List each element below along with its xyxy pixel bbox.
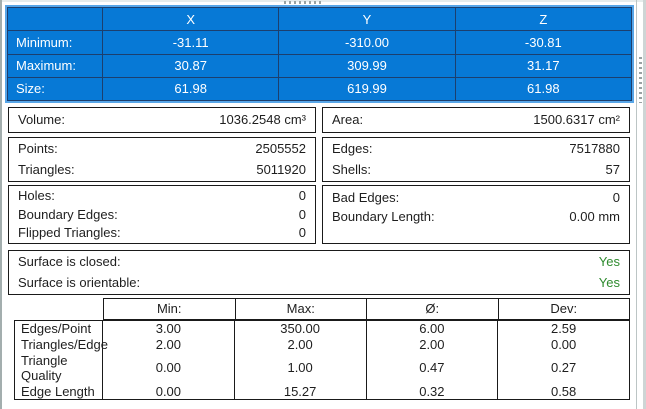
stats-edge-length-avg: 0.32 [365, 383, 499, 400]
stats-edges-point-dev: 2.59 [497, 320, 630, 337]
triangles-label: Triangles: [18, 161, 75, 177]
surface-flags-box: Surface is closed: Yes Surface is orient… [8, 250, 630, 295]
stats-edges-point-max: 350.00 [233, 320, 367, 337]
bbox-row-size: Size: 61.98 619.99 61.98 [7, 76, 633, 102]
surface-closed-value: Yes [598, 254, 620, 270]
stats-header-average: Ø: [366, 298, 499, 320]
edges-value: 7517880 [569, 141, 620, 157]
volume-label: Volume: [18, 112, 65, 127]
bbox-col-header-x: X [101, 6, 280, 32]
stats-triangles-edge-max: 2.00 [233, 336, 367, 353]
stats-edge-length-min: 0.00 [102, 383, 235, 400]
points-triangles-box: Points: 2505552 Triangles: 5011920 [8, 137, 316, 182]
panel-border-right-outer [643, 0, 646, 409]
area-label: Area: [332, 112, 364, 127]
bbox-corner-cell [7, 6, 103, 32]
edges-shells-box: Edges: 7517880 Shells: 57 [322, 137, 630, 182]
stats-edges-point-avg: 6.00 [365, 320, 499, 337]
bbox-row-minimum: Minimum: -31.11 -310.00 -30.81 [7, 30, 633, 55]
defects-left-box: Holes: 0 Boundary Edges: 0 Flipped Trian… [8, 185, 316, 244]
stats-row-label: Triangle Quality [14, 352, 103, 384]
bbox-minimum-y: -310.00 [278, 30, 456, 55]
defects-right-box: Bad Edges: 0 Boundary Length: 0.00 mm [322, 185, 630, 244]
stats-triangles-edge-dev: 0.00 [497, 336, 630, 353]
surface-orientable-label: Surface is orientable: [18, 274, 141, 290]
area-box: Area: 1500.6317 cm² [322, 107, 630, 133]
panel-border-left [0, 0, 2, 409]
stats-header-deviation: Dev: [497, 298, 630, 320]
bbox-col-header-z: Z [454, 6, 633, 32]
points-label: Points: [18, 141, 58, 157]
stats-header-max: Max: [234, 298, 367, 320]
bbox-size-x: 61.98 [101, 76, 280, 102]
bounding-box-table[interactable]: X Y Z Minimum: -31.11 -310.00 -30.81 Max… [5, 5, 634, 103]
stats-triangles-edge-avg: 2.00 [365, 336, 499, 353]
surface-orientable-value: Yes [598, 274, 620, 290]
stats-row-triangle-quality: Triangle Quality 0.00 1.00 0.47 0.27 [14, 352, 630, 384]
right-splitter-gripper-icon[interactable] [639, 57, 642, 103]
stats-triangles-edge-min: 2.00 [102, 336, 235, 353]
stats-triangle-quality-dev: 0.27 [497, 352, 630, 384]
volume-box: Volume: 1036.2548 cm³ [8, 107, 316, 133]
bbox-minimum-x: -31.11 [101, 30, 280, 55]
stats-row-label: Edges/Point [14, 320, 103, 337]
stats-triangle-quality-min: 0.00 [102, 352, 235, 384]
bbox-maximum-x: 30.87 [101, 53, 280, 78]
stats-edge-length-dev: 0.58 [497, 383, 630, 400]
stats-edge-length-max: 15.27 [233, 383, 367, 400]
bbox-maximum-z: 31.17 [454, 53, 633, 78]
top-drag-gripper-icon[interactable] [284, 1, 322, 4]
stats-row-edges-point: Edges/Point 3.00 350.00 6.00 2.59 [14, 320, 630, 337]
points-value: 2505552 [255, 141, 306, 157]
area-value: 1500.6317 cm² [533, 112, 620, 127]
boundary-length-label: Boundary Length: [332, 209, 435, 224]
boundary-edges-label: Boundary Edges: [18, 206, 118, 222]
stats-row-label: Edge Length [14, 383, 103, 400]
edges-label: Edges: [332, 141, 373, 157]
bbox-col-header-y: Y [278, 6, 456, 32]
bbox-minimum-z: -30.81 [454, 30, 633, 55]
holes-label: Holes: [18, 187, 55, 203]
volume-value: 1036.2548 cm³ [219, 112, 306, 127]
stats-edges-point-min: 3.00 [102, 320, 235, 337]
bbox-size-z: 61.98 [454, 76, 633, 102]
bbox-row-label-size: Size: [7, 76, 103, 102]
stats-table-header: Min: Max: Ø: Dev: [103, 298, 630, 320]
stats-header-min: Min: [103, 298, 236, 320]
bbox-row-maximum: Maximum: 30.87 309.99 31.17 [7, 53, 633, 78]
bad-edges-value: 0 [612, 190, 620, 205]
bad-edges-label: Bad Edges: [332, 190, 400, 205]
panel-border-right-inner [636, 0, 637, 409]
bbox-size-y: 619.99 [278, 76, 456, 102]
boundary-length-value: 0.00 mm [569, 209, 620, 224]
stats-triangle-quality-max: 1.00 [233, 352, 367, 384]
stats-row-triangles-edge: Triangles/Edge 2.00 2.00 2.00 0.00 [14, 336, 630, 353]
stats-row-edge-length: Edge Length 0.00 15.27 0.32 0.58 [14, 383, 630, 400]
panel-border-top [0, 0, 646, 2]
bbox-maximum-y: 309.99 [278, 53, 456, 78]
flipped-triangles-value: 0 [298, 225, 306, 241]
holes-value: 0 [298, 187, 306, 203]
stats-triangle-quality-avg: 0.47 [365, 352, 499, 384]
stats-table-body: Edges/Point 3.00 350.00 6.00 2.59 Triang… [14, 320, 630, 400]
shells-label: Shells: [332, 161, 372, 177]
bbox-row-label-minimum: Minimum: [7, 30, 103, 55]
flipped-triangles-label: Flipped Triangles: [18, 225, 121, 241]
bbox-row-label-maximum: Maximum: [7, 53, 103, 78]
surface-closed-label: Surface is closed: [18, 254, 121, 270]
stats-row-label: Triangles/Edge [14, 336, 108, 353]
shells-value: 57 [605, 161, 620, 177]
boundary-edges-value: 0 [298, 206, 306, 222]
triangles-value: 5011920 [256, 161, 306, 177]
